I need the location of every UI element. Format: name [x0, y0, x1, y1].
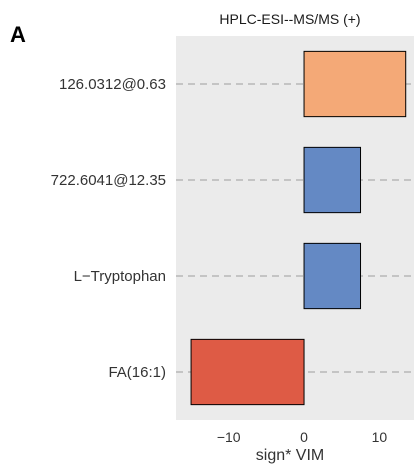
- x-tick-label: −10: [217, 429, 241, 445]
- category-label: L−Tryptophan: [74, 268, 166, 285]
- category-label: FA(16:1): [108, 364, 166, 381]
- bar-0: [303, 50, 407, 118]
- x-tick-label: 10: [372, 429, 388, 445]
- bar-2: [303, 242, 362, 310]
- category-label: 126.0312@0.63: [59, 76, 166, 93]
- bars: [190, 50, 407, 406]
- bar-3: [190, 338, 305, 406]
- category-labels: 126.0312@0.63 722.6041@12.35 L−Tryptophan F…: [51, 76, 166, 381]
- x-axis-label: sign* VIM: [256, 447, 324, 464]
- bar-1: [303, 146, 362, 214]
- chart-title: HPLC-ESI--MS/MS (+): [219, 11, 360, 27]
- x-tick-labels: −10 0 10: [217, 429, 388, 445]
- x-tick-label: 0: [300, 429, 308, 445]
- category-label: 722.6041@12.35: [51, 172, 166, 189]
- panel-letter: A: [10, 22, 26, 47]
